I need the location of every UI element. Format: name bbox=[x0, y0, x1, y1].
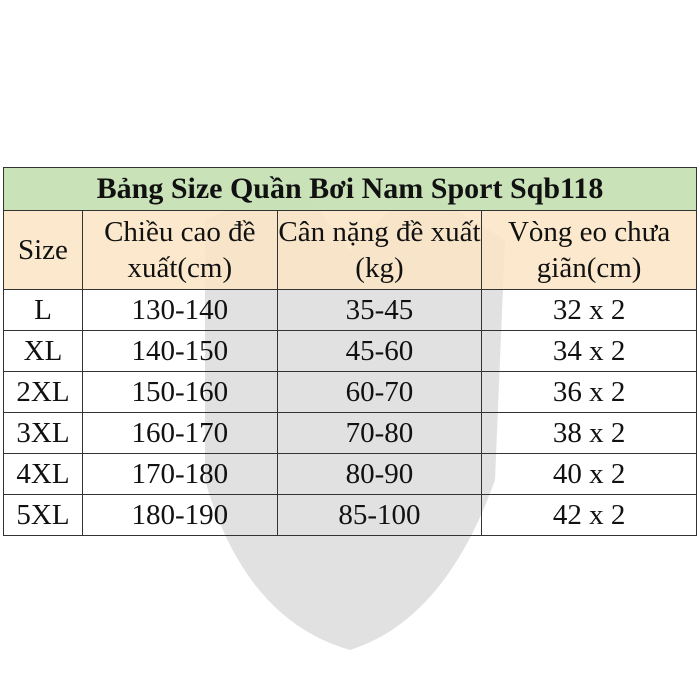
cell-height: 170-180 bbox=[81, 453, 278, 495]
table-row: 5XL 180-190 85-100 42 x 2 bbox=[3, 494, 697, 536]
table-row: 3XL 160-170 70-80 38 x 2 bbox=[3, 412, 697, 454]
cell-weight: 85-100 bbox=[276, 494, 483, 536]
cell-height: 130-140 bbox=[81, 289, 278, 331]
cell-height: 160-170 bbox=[81, 412, 278, 454]
cell-waist: 42 x 2 bbox=[481, 494, 697, 536]
cell-height: 140-150 bbox=[81, 330, 278, 372]
cell-weight: 70-80 bbox=[276, 412, 483, 454]
cell-waist: 38 x 2 bbox=[481, 412, 697, 454]
table-row: XL 140-150 45-60 34 x 2 bbox=[3, 330, 697, 372]
table-title: Bảng Size Quần Bơi Nam Sport Sqb118 bbox=[3, 167, 697, 211]
cell-waist: 40 x 2 bbox=[481, 453, 697, 495]
cell-weight: 45-60 bbox=[276, 330, 483, 372]
header-waist: Vòng eo chưa giãn(cm) bbox=[481, 210, 697, 290]
cell-size: 4XL bbox=[3, 453, 83, 495]
cell-weight: 60-70 bbox=[276, 371, 483, 413]
header-size: Size bbox=[3, 210, 83, 290]
cell-waist: 36 x 2 bbox=[481, 371, 697, 413]
header-weight: Cân nặng đề xuất (kg) bbox=[276, 210, 483, 290]
cell-height: 180-190 bbox=[81, 494, 278, 536]
cell-size: 3XL bbox=[3, 412, 83, 454]
table-row: 2XL 150-160 60-70 36 x 2 bbox=[3, 371, 697, 413]
cell-waist: 34 x 2 bbox=[481, 330, 697, 372]
cell-size: 2XL bbox=[3, 371, 83, 413]
cell-size: XL bbox=[3, 330, 83, 372]
table-row: L 130-140 35-45 32 x 2 bbox=[3, 289, 697, 331]
cell-size: L bbox=[3, 289, 83, 331]
table-row: 4XL 170-180 80-90 40 x 2 bbox=[3, 453, 697, 495]
cell-waist: 32 x 2 bbox=[481, 289, 697, 331]
header-height: Chiều cao đề xuất(cm) bbox=[81, 210, 278, 290]
size-table: Bảng Size Quần Bơi Nam Sport Sqb118 Size… bbox=[3, 167, 697, 536]
cell-weight: 35-45 bbox=[276, 289, 483, 331]
cell-height: 150-160 bbox=[81, 371, 278, 413]
cell-weight: 80-90 bbox=[276, 453, 483, 495]
cell-size: 5XL bbox=[3, 494, 83, 536]
